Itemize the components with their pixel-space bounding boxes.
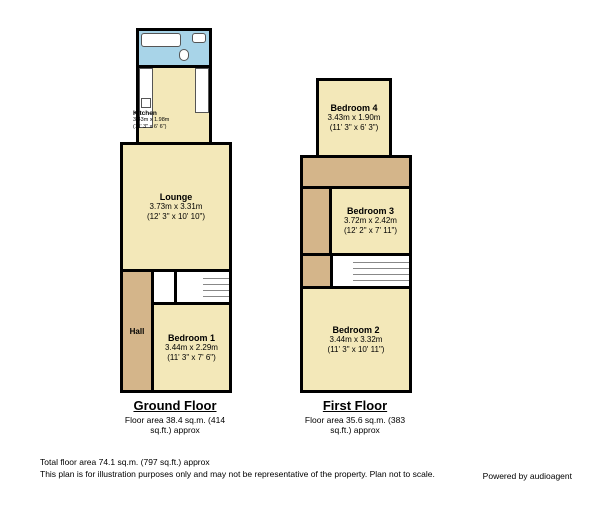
room-lounge: Lounge 3.73m x 3.31m (12' 3" x 10' 10") <box>120 142 232 272</box>
lounge-dim-m: 3.73m x 3.31m <box>150 202 203 212</box>
kitchen-dim-ft: (11' 3" x 6' 6") <box>133 124 169 131</box>
lounge-name: Lounge <box>160 192 193 202</box>
room-bed2: Bedroom 2 3.44m x 3.32m (11' 3" x 10' 11… <box>300 286 412 393</box>
bed1-dim-ft: (11' 3" x 7' 6") <box>167 353 216 363</box>
bed3-dim-m: 3.72m x 2.42m <box>344 216 397 226</box>
ground-stair-block <box>174 269 232 305</box>
room-bed4: Bedroom 4 3.43m x 1.90m (11' 3" x 6' 3") <box>316 78 392 158</box>
footer-block: Total floor area 74.1 sq.m. (797 sq.ft.)… <box>40 457 435 481</box>
first-landing-stair-side <box>300 253 333 289</box>
room-kitchen: Kitchen 3.43m x 1.98m (11' 3" x 6' 6") <box>136 65 212 145</box>
bathtub <box>141 33 181 47</box>
sink-icon <box>192 33 206 43</box>
first-landing-side <box>300 186 332 256</box>
disclaimer: This plan is for illustration purposes o… <box>40 469 435 481</box>
first-title: First Floor <box>295 398 415 413</box>
first-landing-top <box>300 155 412 189</box>
bed2-dim-ft: (11' 3" x 10' 11") <box>328 345 385 355</box>
ground-title: Ground Floor <box>115 398 235 413</box>
bed4-name: Bedroom 4 <box>330 103 377 113</box>
room-bed1: Bedroom 1 3.44m x 2.29m (11' 3" x 7' 6") <box>151 302 232 393</box>
first-floor-label: First Floor Floor area 35.6 sq.m. (383 s… <box>295 398 415 435</box>
hob-icon <box>141 98 151 108</box>
first-stair-block <box>330 253 412 289</box>
kitchen-dim-m: 3.43m x 1.98m <box>133 117 169 124</box>
bed1-name: Bedroom 1 <box>168 333 215 343</box>
ground-stairs <box>203 272 229 302</box>
powered-by: Powered by audioagent <box>483 471 572 481</box>
room-bathroom <box>136 28 212 68</box>
room-bed3: Bedroom 3 3.72m x 2.42m (12' 2" x 7' 11"… <box>329 186 412 256</box>
kitchen-counter-right <box>195 68 209 113</box>
room-hall: Hall <box>120 269 154 393</box>
ground-area: Floor area 38.4 sq.m. (414 sq.ft.) appro… <box>115 415 235 435</box>
bed1-dim-m: 3.44m x 2.29m <box>165 343 218 353</box>
bed3-dim-ft: (12' 2" x 7' 11") <box>344 226 397 236</box>
ground-floor: Kitchen 3.43m x 1.98m (11' 3" x 6' 6") L… <box>120 28 250 393</box>
bed4-dim-ft: (11' 3" x 6' 3") <box>330 123 379 133</box>
floorplan-stage: Kitchen 3.43m x 1.98m (11' 3" x 6' 6") L… <box>0 0 600 505</box>
first-area: Floor area 35.6 sq.m. (383 sq.ft.) appro… <box>295 415 415 435</box>
kitchen-name: Kitchen <box>133 110 169 117</box>
lounge-dim-ft: (12' 3" x 10' 10") <box>147 212 205 222</box>
bed2-dim-m: 3.44m x 3.32m <box>330 335 383 345</box>
total-area: Total floor area 74.1 sq.m. (797 sq.ft.)… <box>40 457 435 469</box>
bed2-name: Bedroom 2 <box>332 325 379 335</box>
first-stairs <box>353 256 409 286</box>
toilet-icon <box>179 49 189 61</box>
first-floor: Bedroom 4 3.43m x 1.90m (11' 3" x 6' 3")… <box>300 78 430 393</box>
hall-name: Hall <box>130 327 145 336</box>
bed3-name: Bedroom 3 <box>347 206 394 216</box>
ground-floor-label: Ground Floor Floor area 38.4 sq.m. (414 … <box>115 398 235 435</box>
bed4-dim-m: 3.43m x 1.90m <box>328 113 381 123</box>
